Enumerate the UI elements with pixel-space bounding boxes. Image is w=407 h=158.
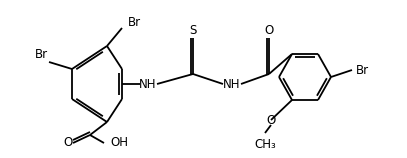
- Text: NH: NH: [223, 78, 241, 91]
- Text: OH: OH: [110, 137, 128, 149]
- Text: CH₃: CH₃: [254, 138, 276, 151]
- Text: Br: Br: [356, 64, 369, 76]
- Text: O: O: [265, 24, 274, 36]
- Text: O: O: [266, 113, 276, 127]
- Text: O: O: [63, 137, 72, 149]
- Text: Br: Br: [35, 49, 48, 61]
- Text: NH: NH: [139, 78, 157, 91]
- Text: Br: Br: [128, 15, 141, 28]
- Text: S: S: [189, 24, 197, 36]
